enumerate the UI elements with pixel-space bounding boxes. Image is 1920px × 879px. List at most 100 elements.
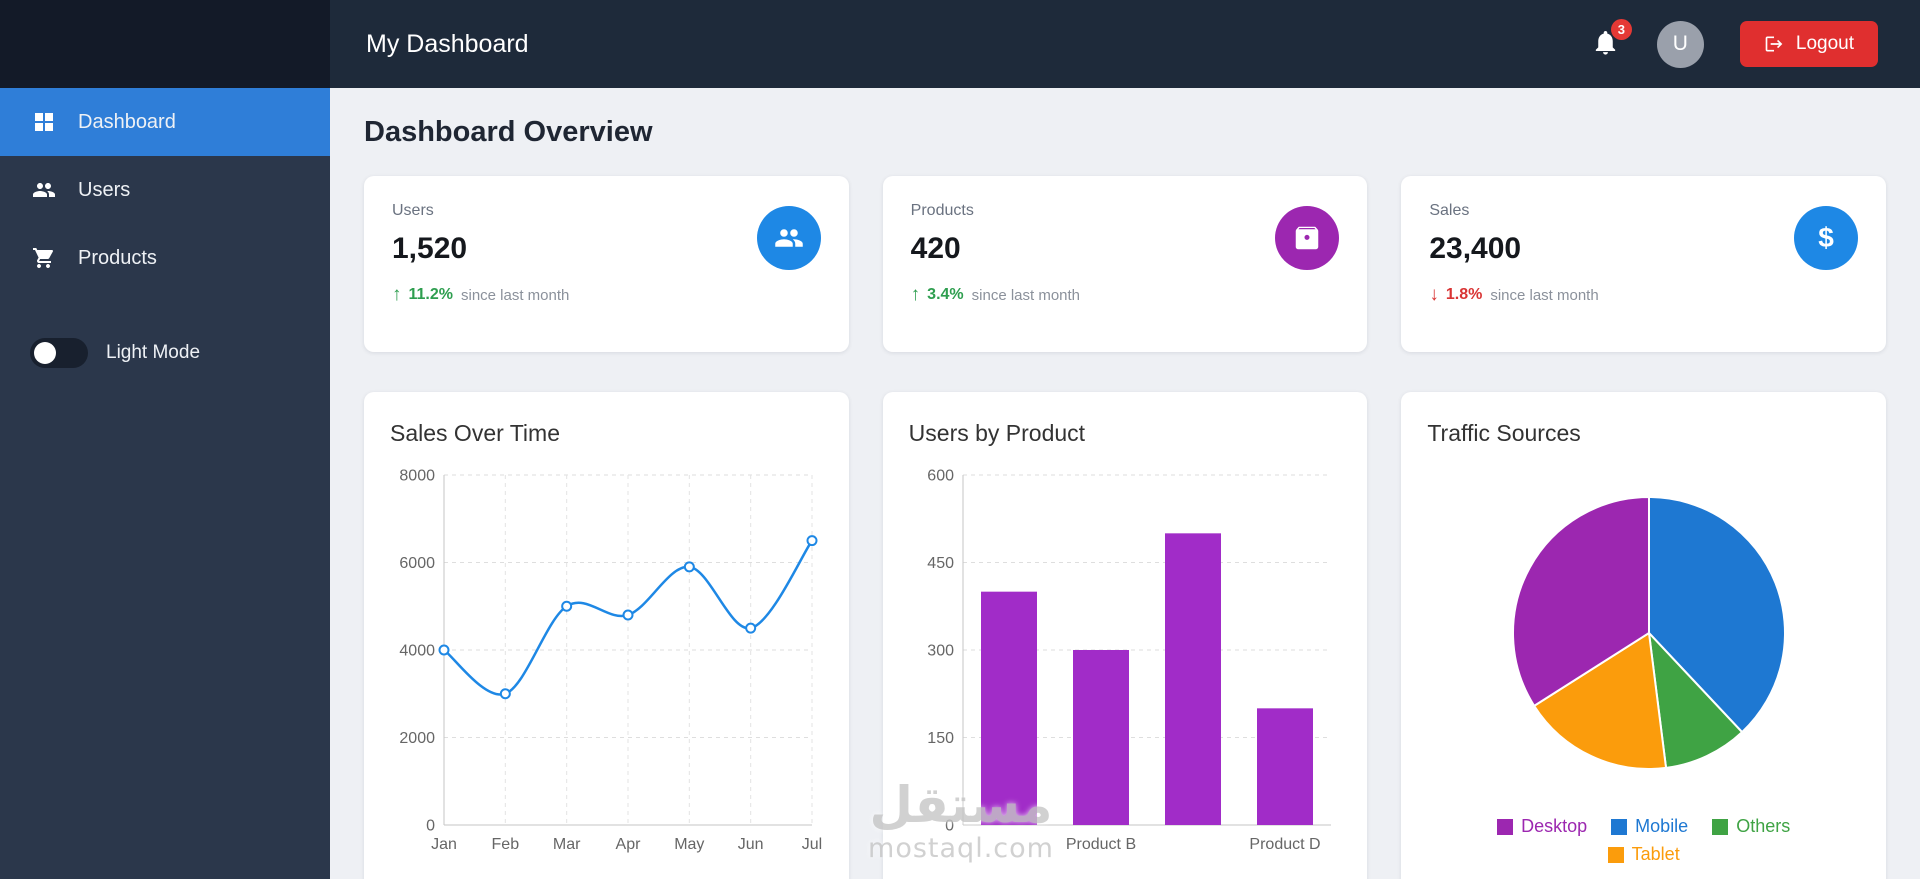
legend-item-desktop[interactable]: Desktop [1497, 816, 1587, 837]
people-icon [756, 206, 821, 270]
toggle-knob [34, 342, 56, 364]
app-title: My Dashboard [366, 29, 529, 58]
bar-product-c [1164, 533, 1221, 825]
bar-product-a [980, 591, 1037, 825]
bell-icon [1595, 31, 1616, 55]
pie-legend: Desktop Mobile Others Tablet [1427, 816, 1860, 865]
svg-text:Feb: Feb [492, 836, 520, 853]
topbar-actions: 3 U Logout [1591, 19, 1878, 68]
chart-title: Sales Over Time [390, 420, 560, 446]
main-area: My Dashboard 3 U Logout Dashboard O [330, 0, 1920, 879]
svg-text:Mar: Mar [553, 836, 581, 853]
pie-chart-svg [1512, 495, 1787, 770]
pie-slice-mobile [1648, 495, 1787, 734]
sidebar-item-products[interactable]: Products [0, 224, 330, 292]
arrow-up-icon: ↑ [910, 284, 921, 305]
stat-delta: ↑ 3.4% since last month [911, 284, 1080, 306]
logout-arrow-icon [1765, 36, 1783, 52]
delta-note: since last month [971, 286, 1081, 304]
logout-label: Logout [1795, 33, 1854, 54]
cart-icon [33, 248, 53, 268]
dollar-icon: $ [1794, 206, 1859, 270]
delta-note: since last month [460, 286, 570, 304]
sidebar-item-label: Users [78, 178, 131, 201]
sidebar-item-label: Dashboard [78, 110, 176, 133]
legend-swatch [1607, 846, 1624, 863]
notification-badge: 3 [1610, 19, 1632, 40]
page-title: Dashboard Overview [364, 116, 653, 148]
light-mode-row: Light Mode [0, 338, 330, 368]
chart-title: Users by Product [908, 420, 1086, 446]
legend-swatch [1712, 818, 1729, 835]
light-mode-label: Light Mode [106, 342, 201, 363]
svg-text:Apr: Apr [616, 836, 642, 853]
svg-text:Jul: Jul [802, 836, 822, 853]
arrow-down-icon: ↓ [1429, 284, 1439, 305]
grid-icon [35, 113, 53, 131]
chart-card-users-by-product: Users by Product 0 150 300 450 600 Product B P… [882, 392, 1368, 879]
sidebar-header [0, 0, 330, 88]
avatar[interactable]: U [1656, 20, 1704, 68]
stat-card-users: Users 1,520 ↑ 11.2% since last month [364, 176, 849, 352]
stat-card-products: Products 420 ↑ 3.4% since last month [882, 176, 1368, 352]
sidebar: Dashboard Users Products Light Mode [0, 0, 330, 879]
page-content: Dashboard Overview Users 1,520 ↑ 11.2% s… [330, 88, 1920, 879]
traffic-sources-pie-chart: Desktop Mobile Others Tablet [1427, 463, 1860, 865]
sidebar-item-label: Products [78, 246, 157, 269]
svg-text:Product B: Product B [1066, 836, 1136, 853]
legend-item-mobile[interactable]: Mobile [1611, 816, 1688, 837]
users-by-product-bar-chart: 0 150 300 450 600 Product B Product D [909, 463, 1342, 868]
bar-product-d [1256, 708, 1313, 825]
chart-title: Traffic Sources [1427, 420, 1581, 446]
pie-slice-desktop [1512, 495, 1651, 708]
svg-text:4000: 4000 [399, 643, 435, 660]
stat-delta: ↓ 1.8% since last month [1429, 284, 1598, 306]
legend-item-tablet[interactable]: Tablet [1607, 844, 1680, 865]
sidebar-item-users[interactable]: Users [0, 156, 330, 224]
svg-text:2000: 2000 [399, 730, 435, 747]
notifications-button[interactable]: 3 [1591, 19, 1632, 60]
chart-card-traffic-sources: Traffic Sources Desktop Mobile Others Table… [1401, 392, 1887, 879]
sales-over-time-line-chart: 0 2000 4000 6000 8000 Jan Feb Mar Apr May Jun Jul [390, 463, 823, 868]
svg-text:150: 150 [927, 730, 954, 747]
svg-text:Jun: Jun [738, 836, 764, 853]
svg-text:450: 450 [927, 555, 954, 572]
legend-swatch [1497, 818, 1514, 835]
stats-row: Users 1,520 ↑ 11.2% since last month [364, 176, 1887, 352]
svg-text:300: 300 [927, 643, 954, 660]
svg-text:0: 0 [426, 818, 435, 835]
stat-label: Users [392, 202, 434, 219]
bar-product-b [1072, 650, 1129, 825]
logout-button[interactable]: Logout [1739, 21, 1878, 67]
arrow-up-icon: ↑ [392, 284, 402, 305]
delta-value: ↑ 11.2% [392, 284, 453, 305]
delta-value: ↑ 3.4% [910, 284, 964, 305]
topbar: My Dashboard 3 U Logout [330, 0, 1920, 88]
stat-value: 1,520 [392, 232, 468, 265]
legend-item-others[interactable]: Others [1712, 816, 1790, 837]
users-icon [33, 183, 55, 197]
stat-label: Products [910, 202, 974, 219]
box-icon [1275, 206, 1340, 270]
pie-slice-others [1647, 630, 1744, 770]
stat-value: 420 [910, 232, 961, 265]
svg-text:0: 0 [945, 818, 954, 835]
delta-note: since last month [1490, 286, 1599, 304]
svg-text:May: May [674, 836, 704, 853]
sidebar-item-dashboard[interactable]: Dashboard [0, 88, 330, 156]
svg-text:Jan: Jan [431, 836, 457, 853]
line-chart-svg: 0 2000 4000 6000 8000 Jan Feb Mar Apr May Jun Jul [399, 468, 822, 854]
stat-value: 23,400 [1429, 232, 1522, 265]
charts-row: Sales Over Time 0 2000 4000 6000 8000 Jan Feb M… [364, 392, 1887, 879]
stat-delta: ↑ 11.2% since last month [392, 284, 569, 306]
delta-value: ↓ 1.8% [1429, 284, 1483, 305]
stat-card-sales: Sales 23,400 ↓ 1.8% since last month $ [1401, 176, 1887, 352]
svg-text:8000: 8000 [399, 468, 435, 485]
svg-text:600: 600 [927, 468, 954, 485]
pie-slice-tablet [1533, 631, 1668, 770]
chart-card-sales-over-time: Sales Over Time 0 2000 4000 6000 8000 Jan Feb M… [364, 392, 849, 879]
stat-label: Sales [1429, 202, 1470, 219]
bar-chart-svg: 0 150 300 450 600 Product B Product D [927, 468, 1331, 853]
light-mode-toggle[interactable] [30, 338, 88, 368]
